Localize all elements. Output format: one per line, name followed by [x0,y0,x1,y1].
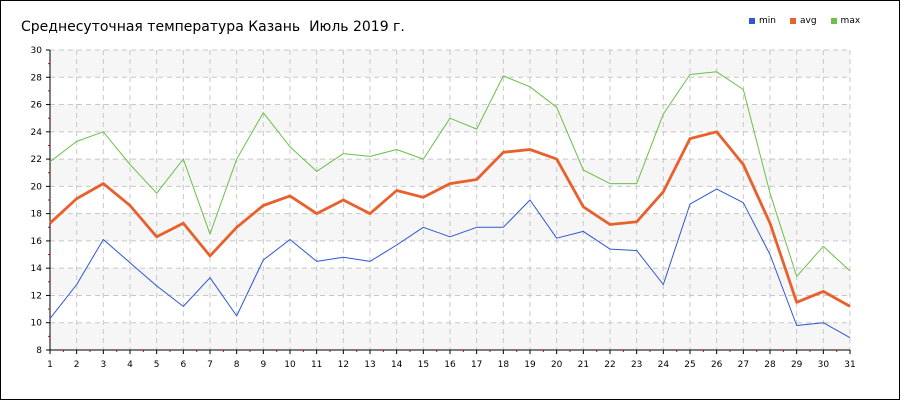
y-tick-label: 20 [31,182,43,192]
x-tick-label: 17 [471,360,482,370]
x-tick-label: 23 [631,360,642,370]
y-tick-label: 12 [31,291,42,301]
x-tick-label: 27 [738,360,749,370]
y-tick-label: 30 [31,46,43,56]
series-line-min [49,188,851,339]
legend-swatch-avg [789,18,796,24]
legend: min avg max [749,16,860,26]
x-tick-label: 3 [100,360,106,370]
x-tick-label: 8 [234,360,240,370]
y-tick-label: 18 [31,210,43,220]
x-tick-label: 6 [180,360,186,370]
x-tick-label: 9 [260,360,266,370]
legend-label-max: max [840,16,861,26]
x-tick-label: 18 [498,360,510,370]
x-tick-label: 7 [207,360,213,370]
legend-swatch-min [749,18,755,24]
y-tick-label: 22 [31,155,42,165]
y-tick-label: 16 [31,237,43,247]
chart-title: Среднесуточная температура Казань Июль 2… [21,19,405,35]
legend-item-min: min [749,16,776,26]
x-tick-label: 31 [844,360,855,370]
grid-band [50,159,850,187]
x-tick-label: 28 [764,360,776,370]
y-tick-label: 24 [31,128,43,138]
x-tick-label: 29 [791,360,803,370]
x-tick-label: 1 [47,360,53,370]
y-tick-label: 8 [36,346,42,356]
x-tick-label: 16 [444,360,456,370]
x-tick-label: 4 [127,360,133,370]
y-tick-label: 10 [31,319,43,329]
y-tick-label: 14 [31,264,43,274]
legend-label-avg: avg [799,16,817,26]
x-tick-label: 19 [524,360,536,370]
legend-swatch-max [830,18,837,24]
x-tick-label: 25 [684,360,695,370]
x-tick-label: 15 [418,360,429,370]
legend-item-max: max [830,16,861,26]
x-tick-label: 12 [338,360,349,370]
x-tick-label: 20 [551,360,563,370]
x-tick-label: 2 [74,360,80,370]
y-tick-label: 26 [31,101,43,111]
x-tick-label: 10 [284,360,296,370]
x-tick-label: 26 [711,360,723,370]
series-line-max [49,71,851,277]
x-tick-label: 24 [658,360,670,370]
grid-band [50,268,850,296]
x-tick-label: 11 [311,360,322,370]
legend-item-avg: avg [789,16,817,26]
x-tick-label: 22 [604,360,615,370]
x-tick-label: 14 [391,360,403,370]
grid-band [50,322,850,350]
legend-label-min: min [759,16,776,26]
x-tick-label: 13 [364,360,375,370]
y-tick-label: 28 [31,73,43,83]
x-tick-label: 30 [818,360,830,370]
x-tick-label: 21 [578,360,589,370]
x-tick-label: 5 [154,360,160,370]
series-line-avg [49,130,851,308]
